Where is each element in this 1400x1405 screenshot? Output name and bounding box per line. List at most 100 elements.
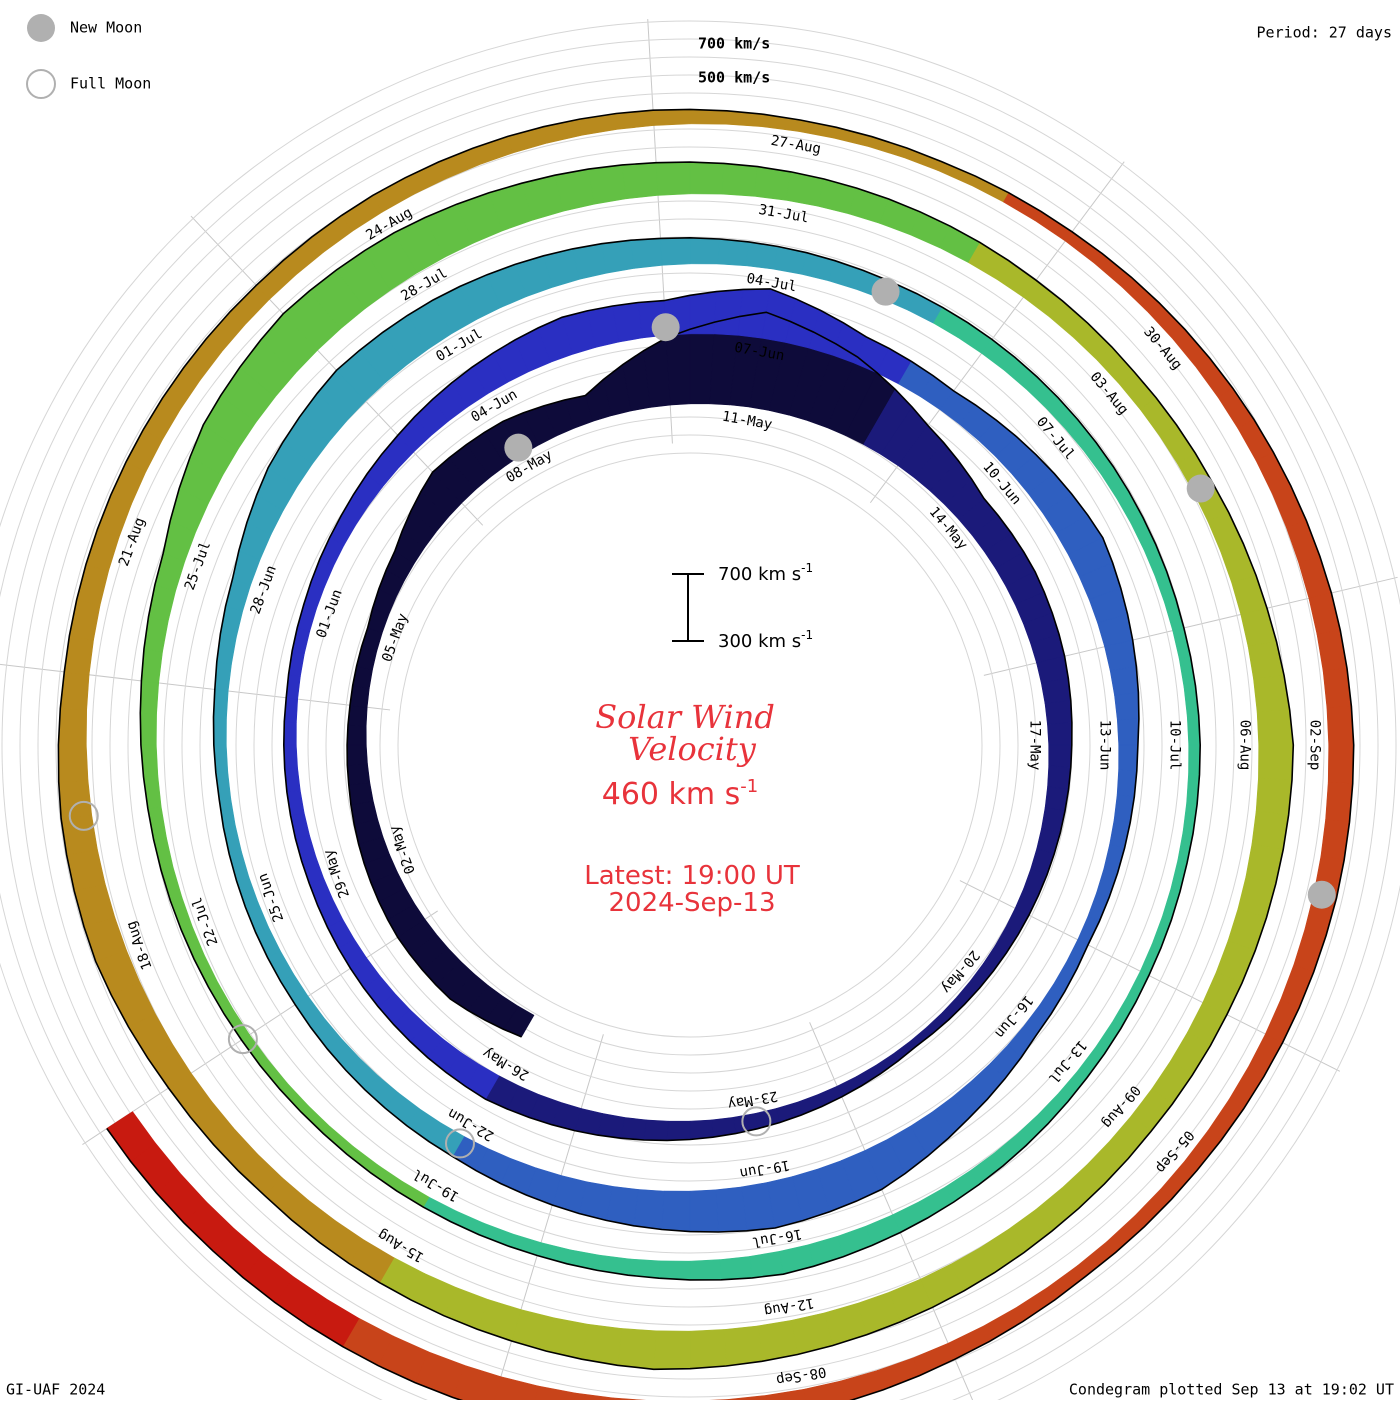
- speed-segment: [346, 763, 371, 786]
- full-moon-marker: [445, 1128, 475, 1159]
- speed-segment: [259, 1058, 288, 1090]
- speed-segment: [58, 707, 88, 746]
- speed-segment: [588, 164, 627, 205]
- grid-ring: [379, 434, 1001, 1056]
- speed-segment: [689, 1119, 714, 1140]
- speed-segment: [689, 1329, 727, 1370]
- speed-segment: [450, 1210, 485, 1236]
- speed-segment: [1047, 722, 1073, 746]
- speed-segment: [1116, 718, 1140, 746]
- full-moon-marker: [68, 800, 99, 831]
- speed-segment: [653, 1330, 691, 1370]
- speed-segment: [58, 779, 93, 819]
- speed-segment: [727, 1395, 768, 1405]
- center-current-speed: 460 km s-1: [602, 776, 759, 812]
- grid-ring: [0, 38, 1397, 1405]
- speed-segment: [1106, 1215, 1145, 1253]
- speed-segment: [148, 584, 176, 622]
- full-moon-marker: [741, 1106, 772, 1137]
- speed-segment: [1151, 916, 1172, 949]
- speed-segment: [1048, 744, 1073, 768]
- speed-segment: [1325, 781, 1354, 823]
- speed-segment: [689, 161, 725, 195]
- speed-segment: [1121, 276, 1160, 313]
- ring-scale-upper-label: 700 km/s: [698, 35, 770, 53]
- speed-segment: [59, 671, 90, 711]
- speed-segment: [652, 109, 691, 126]
- scale-bar-top-label: 700 km s-1: [718, 561, 813, 585]
- speed-segment: [1161, 888, 1181, 921]
- speed-segment: [723, 1325, 763, 1367]
- speed-segment: [370, 1164, 404, 1192]
- speed-segment: [1034, 210, 1073, 242]
- speed-segment: [1077, 1241, 1117, 1277]
- speed-trace: [57, 108, 1355, 1405]
- new-moon-marker: [504, 433, 533, 462]
- speed-segment: [1064, 231, 1103, 264]
- speed-segment: [1256, 709, 1294, 746]
- speed-segment: [643, 1119, 669, 1141]
- speed-segment: [1003, 192, 1042, 222]
- speed-segment: [348, 782, 374, 806]
- speed-segment: [1327, 744, 1355, 784]
- new-moon-marker: [651, 313, 680, 342]
- grid-ring: [19, 74, 1361, 1405]
- center-latest-date: 2024-Sep-13: [608, 888, 775, 918]
- speed-segment: [689, 1259, 722, 1281]
- data-layer: [57, 108, 1355, 1405]
- speed-segment: [721, 163, 758, 197]
- footer-plotted-time: Condegram plotted Sep 13 at 19:02 UT: [1069, 1381, 1394, 1399]
- speed-segment: [58, 744, 89, 783]
- grid-ring: [1, 56, 1379, 1405]
- date-label: 13-Jun: [1097, 720, 1113, 771]
- speed-segment: [220, 605, 244, 638]
- date-label: 06-Aug: [1237, 720, 1253, 771]
- moon-layer: [68, 277, 1336, 1159]
- speed-segment: [1247, 641, 1285, 680]
- speed-segment: [689, 109, 728, 125]
- speed-segment: [581, 1323, 623, 1366]
- new-moon-icon: [27, 14, 55, 42]
- speed-segment: [213, 689, 229, 719]
- speed-segment: [1047, 765, 1072, 790]
- center-title-line2: Velocity: [628, 730, 757, 768]
- speed-segment: [689, 237, 720, 265]
- speed-segment: [1255, 777, 1293, 816]
- speed-segment: [507, 1233, 542, 1256]
- speed-segment: [141, 648, 163, 684]
- speed-segment: [601, 239, 635, 274]
- speed-segment: [749, 1251, 784, 1279]
- speed-segment: [715, 1186, 748, 1233]
- speed-segment: [69, 599, 101, 641]
- speed-segment: [773, 246, 808, 275]
- speed-segment: [283, 744, 298, 769]
- speed-segment: [840, 1370, 884, 1403]
- speed-segment: [633, 1189, 665, 1230]
- speed-segment: [892, 1040, 916, 1062]
- speed-segment: [912, 1342, 956, 1377]
- new-moon-marker: [1186, 474, 1215, 503]
- speed-segment: [833, 126, 873, 148]
- speed-segment: [661, 1190, 691, 1232]
- speed-segment: [1118, 744, 1139, 772]
- speed-segment: [621, 162, 659, 200]
- new-moon-marker: [1307, 880, 1336, 909]
- speed-segment: [214, 661, 232, 692]
- full-moon-icon: [26, 69, 56, 99]
- speed-segment: [1046, 1265, 1087, 1301]
- speed-segment: [689, 1189, 719, 1233]
- speed-segment: [1188, 744, 1201, 776]
- speed-segment: [1251, 810, 1289, 850]
- speed-segment: [346, 724, 367, 746]
- speed-segment: [1114, 692, 1140, 721]
- grid-ring: [397, 452, 983, 1038]
- speed-segment: [1255, 451, 1292, 495]
- date-label: 17-May: [1027, 720, 1043, 771]
- speed-segment: [778, 1244, 814, 1275]
- speed-segment: [347, 704, 368, 727]
- speed-segment: [1109, 665, 1139, 696]
- date-label: 10-Jul: [1167, 720, 1183, 771]
- date-label: 11-May: [721, 409, 774, 434]
- speed-segment: [322, 1126, 354, 1155]
- speed-segment: [765, 1388, 807, 1405]
